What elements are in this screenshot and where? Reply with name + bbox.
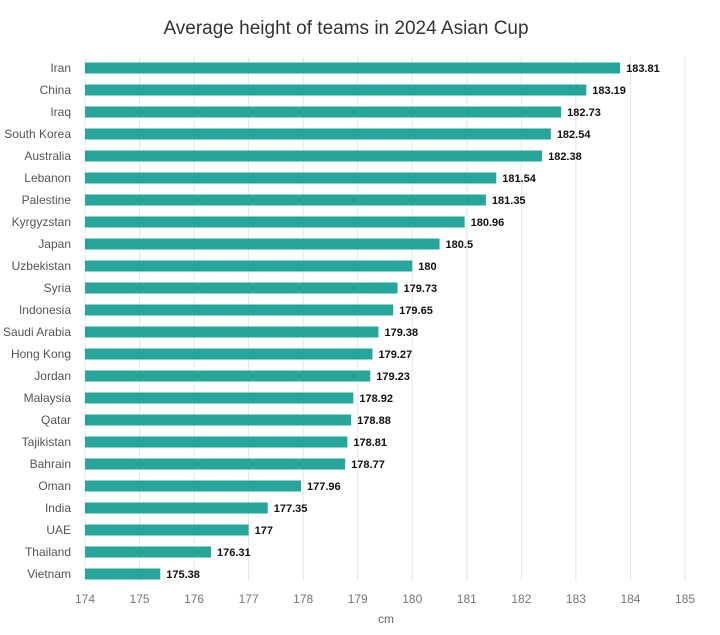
category-label: Iran: [50, 61, 71, 75]
category-label: China: [40, 83, 72, 97]
category-label: Thailand: [25, 545, 71, 559]
category-label: Qatar: [41, 413, 71, 427]
data-label: 179.65: [399, 305, 433, 317]
x-tick-label: 179: [348, 592, 368, 606]
x-tick-label: 176: [184, 592, 204, 606]
category-label: Bahrain: [30, 457, 71, 471]
x-tick-label: 175: [130, 592, 150, 606]
x-axis-label: cm: [378, 612, 394, 626]
data-label: 177.35: [274, 503, 308, 515]
category-label: Saudi Arabia: [3, 325, 71, 339]
bar[interactable]: [85, 238, 440, 250]
data-label: 183.19: [592, 85, 626, 97]
category-label: Kyrgyzstan: [12, 215, 71, 229]
category-label: UAE: [46, 523, 71, 537]
data-label: 180: [418, 261, 436, 273]
bars: [85, 62, 621, 580]
category-label: Japan: [38, 237, 71, 251]
data-label: 178.92: [359, 393, 393, 405]
x-tick-label: 182: [511, 592, 531, 606]
x-tick-label: 174: [75, 592, 95, 606]
category-label: Iraq: [50, 105, 71, 119]
data-label: 178.88: [357, 415, 391, 427]
data-label: 179.23: [376, 371, 410, 383]
data-label: 179.27: [378, 349, 412, 361]
bar[interactable]: [85, 348, 373, 360]
category-labels: Iran China Iraq South Korea Australia Lebanon…: [3, 61, 71, 581]
bar[interactable]: [85, 502, 268, 514]
category-label: Indonesia: [19, 303, 71, 317]
data-label: 178.77: [351, 459, 385, 471]
bar[interactable]: [85, 392, 354, 404]
data-label: 181.35: [492, 195, 526, 207]
category-label: Tajikistan: [22, 435, 71, 449]
category-label: Oman: [38, 479, 71, 493]
category-label: Hong Kong: [11, 347, 71, 361]
category-label: Australia: [24, 149, 71, 163]
category-label: Lebanon: [24, 171, 71, 185]
category-label: Malaysia: [24, 391, 72, 405]
bar[interactable]: [85, 194, 486, 206]
category-label: Jordan: [34, 369, 71, 383]
data-label: 175.38: [166, 569, 200, 581]
x-tick-label: 184: [620, 592, 640, 606]
bar[interactable]: [85, 524, 249, 536]
bar[interactable]: [85, 568, 161, 580]
x-tick-label: 183: [566, 592, 586, 606]
grid-lines: [84, 57, 686, 581]
data-label: 180.96: [471, 217, 505, 229]
bar[interactable]: [85, 546, 211, 558]
data-label: 177: [255, 525, 273, 537]
data-label: 179.73: [404, 283, 438, 295]
x-axis-ticks: 174 175 176 177 178 179 180 181 182 183 184 185: [75, 592, 695, 606]
bar[interactable]: [85, 260, 413, 272]
bar[interactable]: [85, 172, 497, 184]
bar[interactable]: [85, 304, 394, 316]
bar[interactable]: [85, 150, 543, 162]
bar[interactable]: [85, 128, 551, 140]
x-tick-label: 185: [675, 592, 695, 606]
bar[interactable]: [85, 282, 398, 294]
category-label: Vietnam: [27, 567, 71, 581]
data-label: 180.5: [446, 239, 474, 251]
category-label: Syria: [44, 281, 72, 295]
bar[interactable]: [85, 106, 562, 118]
bar[interactable]: [85, 84, 587, 96]
bar[interactable]: [85, 436, 348, 448]
x-tick-label: 178: [293, 592, 313, 606]
category-label: India: [45, 501, 71, 515]
bar[interactable]: [85, 370, 371, 382]
bar[interactable]: [85, 414, 352, 426]
chart-title: Average height of teams in 2024 Asian Cu…: [163, 18, 528, 39]
data-label: 179.38: [384, 327, 418, 339]
x-tick-label: 177: [239, 592, 259, 606]
data-label: 178.81: [353, 437, 387, 449]
data-label: 182.73: [567, 107, 601, 119]
data-label: 176.31: [217, 547, 251, 559]
bar[interactable]: [85, 326, 379, 338]
data-label: 182.54: [557, 129, 592, 141]
x-tick-label: 180: [402, 592, 422, 606]
bar[interactable]: [85, 458, 346, 470]
data-label: 183.81: [626, 63, 660, 75]
category-label: Palestine: [22, 193, 72, 207]
bar[interactable]: [85, 216, 465, 228]
bar[interactable]: [85, 62, 621, 74]
x-tick-label: 181: [457, 592, 477, 606]
bar[interactable]: [85, 480, 301, 492]
data-label: 181.54: [502, 173, 537, 185]
category-label: Uzbekistan: [12, 259, 71, 273]
category-label: South Korea: [4, 127, 71, 141]
data-label: 182.38: [548, 151, 582, 163]
data-label: 177.96: [307, 481, 341, 493]
